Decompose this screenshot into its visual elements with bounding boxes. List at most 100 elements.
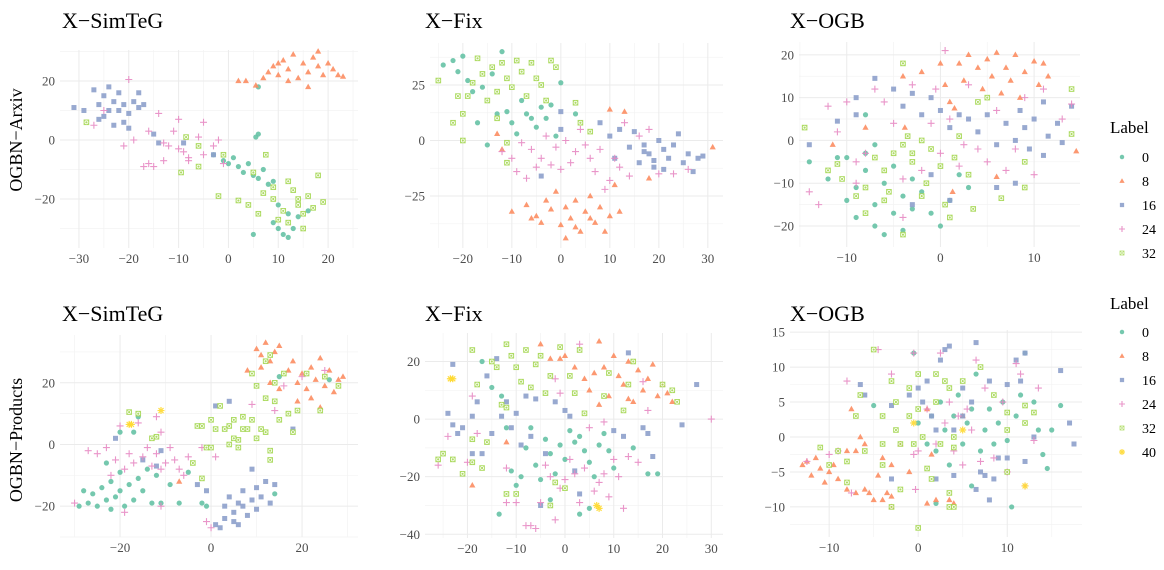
point-label-8 (852, 447, 859, 454)
series-label-24 (90, 76, 227, 171)
legend-key-8 (1119, 178, 1125, 183)
point-label-32 (915, 371, 921, 377)
point-label-8 (280, 57, 287, 63)
point-label-32 (460, 111, 466, 117)
point-label-32 (513, 57, 520, 64)
legend-label: 8 (1142, 175, 1149, 190)
point-label-0 (995, 420, 1001, 426)
point-label-0 (167, 481, 173, 488)
point-label-8 (547, 206, 555, 212)
point-label-16 (203, 488, 209, 494)
series-label-16 (538, 109, 706, 179)
point-label-24 (581, 141, 589, 149)
point-label-16 (929, 413, 935, 419)
point-label-0 (1035, 427, 1041, 433)
point-label-16 (641, 149, 647, 155)
point-label-24 (513, 168, 521, 176)
x-tick-label: −20 (453, 251, 473, 266)
point-label-8 (557, 221, 564, 228)
point-label-8 (848, 405, 855, 412)
point-label-16 (862, 392, 868, 398)
point-label-8 (587, 214, 594, 221)
point-label-24 (532, 524, 540, 532)
point-label-16 (499, 413, 505, 419)
y-tick-label: 20 (42, 73, 55, 88)
point-label-16 (484, 373, 490, 379)
point-label-32 (572, 99, 579, 106)
point-label-32 (203, 444, 210, 451)
point-label-24 (143, 444, 151, 452)
point-label-0 (601, 430, 607, 437)
point-label-32 (249, 370, 255, 377)
point-label-16 (1012, 180, 1018, 186)
point-label-0 (969, 483, 975, 489)
point-label-24 (157, 502, 165, 510)
point-label-32 (825, 167, 831, 174)
legend-key-32 (1119, 250, 1125, 256)
point-label-8 (1007, 77, 1014, 83)
legend-item-0: 0 (1119, 326, 1149, 341)
point-label-16 (685, 151, 691, 157)
point-label-16 (906, 392, 912, 398)
point-label-8 (538, 219, 545, 225)
x-tick-label: 10 (1028, 250, 1041, 265)
point-label-32 (951, 154, 958, 161)
point-label-16 (951, 427, 957, 433)
point-label-8 (537, 340, 544, 347)
point-label-0 (504, 109, 510, 115)
legend-key-16 (1119, 377, 1125, 383)
point-label-16 (666, 155, 672, 161)
point-label-16 (445, 410, 451, 416)
point-label-16 (700, 153, 706, 159)
point-label-32 (250, 169, 257, 176)
point-label-24 (936, 149, 944, 157)
point-label-24 (321, 366, 329, 374)
point-label-32 (669, 387, 676, 394)
point-label-32 (888, 504, 895, 510)
x-tick-label: 20 (656, 541, 669, 556)
point-label-24 (624, 453, 632, 461)
point-label-16 (455, 430, 461, 436)
point-label-32 (290, 429, 296, 435)
point-label-8 (625, 358, 632, 364)
point-label-0 (112, 494, 119, 500)
point-label-32 (547, 502, 554, 509)
point-label-24 (502, 499, 510, 507)
point-label-16 (946, 343, 952, 349)
point-label-8 (523, 201, 530, 208)
point-label-32 (208, 444, 214, 451)
point-label-8 (596, 401, 603, 407)
point-label-32 (528, 384, 534, 391)
x-tick-label: 20 (296, 540, 309, 555)
point-label-8 (285, 77, 292, 84)
point-label-24 (93, 450, 101, 458)
gridlines (60, 50, 358, 248)
point-label-0 (577, 433, 583, 439)
point-label-40 (157, 407, 165, 415)
point-label-24 (880, 98, 888, 106)
point-label-32 (230, 417, 237, 423)
point-label-32 (900, 231, 906, 238)
point-label-8 (616, 208, 623, 214)
point-label-16 (249, 497, 255, 503)
series-label-40 (910, 419, 1029, 490)
point-label-24 (116, 422, 124, 430)
point-label-32 (946, 490, 953, 496)
point-label-8 (888, 461, 895, 468)
point-label-16 (1017, 107, 1023, 113)
point-label-16 (656, 138, 662, 144)
point-label-32 (300, 210, 306, 217)
point-label-0 (915, 420, 921, 426)
legend-item-24: 24 (1119, 223, 1156, 238)
point-label-24 (523, 174, 531, 182)
point-label-0 (76, 503, 82, 509)
point-label-0 (117, 488, 123, 494)
legend-key-8 (1119, 353, 1125, 358)
point-label-16 (1022, 350, 1028, 356)
point-label-16 (947, 125, 953, 131)
point-label-8 (267, 357, 274, 364)
point-label-24 (121, 508, 129, 516)
point-label-8 (979, 85, 986, 92)
point-label-32 (547, 373, 554, 379)
point-label-32 (276, 417, 283, 423)
